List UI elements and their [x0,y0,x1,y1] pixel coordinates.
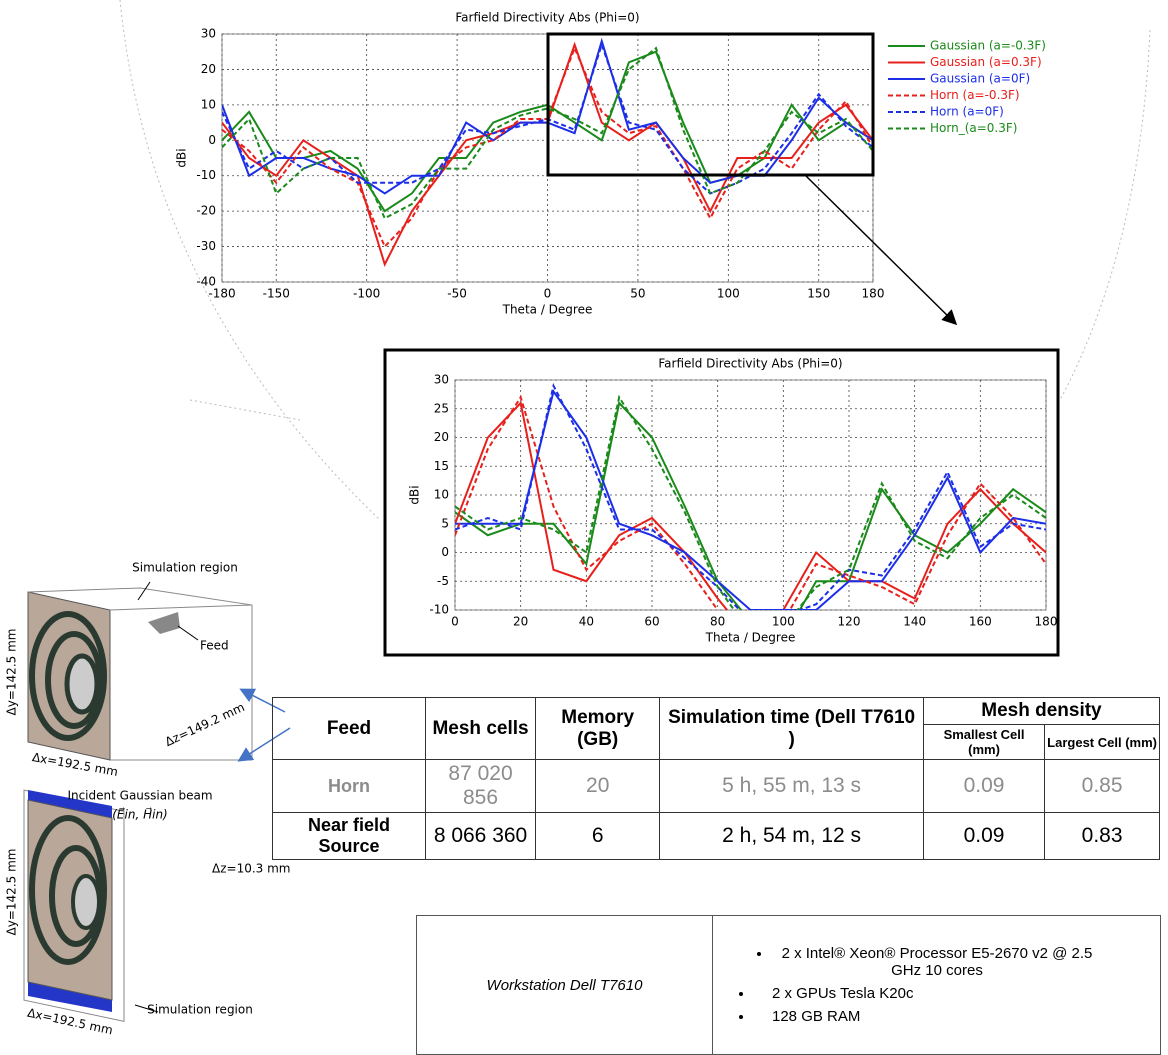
chart-title: Farfield Directivity Abs (Phi=0) [455,11,639,25]
page: -180-150-100-50050100150180-40-30-20-100… [0,0,1168,1042]
cell: Near field Source [273,813,426,860]
x-axis-label: Theta / Degree [705,631,796,645]
header: Mesh cells [426,698,536,760]
x-tick-label: 120 [838,615,861,629]
cell: Workstation Dell T7610 [417,916,713,1055]
dim-label: Δy=142.5 mm [5,629,19,716]
x-tick-label: 0 [544,287,552,301]
y-tick-label: 20 [434,430,449,444]
legend-label: Gaussian (a=0.3F) [930,55,1042,69]
cell: 6 [536,813,660,860]
x-tick-label: -50 [447,287,467,301]
cell: 8 066 360 [426,813,536,860]
x-tick-label: 50 [630,287,645,301]
x-tick-label: 180 [1035,615,1058,629]
label: Simulation region [132,561,238,575]
y-axis-label: dBi [408,485,422,504]
x-tick-label: 20 [513,615,528,629]
y-tick-label: -20 [196,204,216,218]
y-tick-label: 30 [201,27,216,41]
legend-label: Horn_(a=0.3F) [930,121,1017,135]
x-tick-label: 160 [969,615,992,629]
spec-item: 2 x GPUs Tesla K20c [754,985,1159,1002]
cell: 0.09 [923,813,1044,860]
legend-label: Gaussian (a=0F) [930,72,1030,86]
x-tick-label: 180 [862,287,885,301]
x-tick-label: 0 [451,615,459,629]
legend-label: Horn (a=-0.3F) [930,88,1020,102]
header: Feed [273,698,426,760]
y-tick-label: -10 [196,168,216,182]
cell: 87 020 856 [426,760,536,813]
cell: Horn [273,760,426,813]
cell: 0.85 [1045,760,1160,813]
y-tick-label: 20 [201,62,216,76]
y-tick-label: 5 [441,516,449,530]
x-tick-label: -180 [208,287,235,301]
cell: 20 [536,760,660,813]
x-tick-label: 150 [807,287,830,301]
x-tick-label: -150 [263,287,290,301]
x-tick-label: 100 [772,615,795,629]
y-axis-label: dBi [175,148,189,167]
spec-list: 2 x Intel® Xeon® Processor E5-2670 v2 @ … [714,945,1159,1025]
ring [73,876,99,928]
header: Largest Cell (mm) [1045,725,1160,760]
x-tick-label: 140 [903,615,926,629]
cell: 0.09 [923,760,1044,813]
workstation-table: Workstation Dell T7610 2 x Intel® Xeon® … [416,915,1161,1055]
header: Smallest Cell (mm) [923,725,1044,760]
decor-arc [1060,30,1150,400]
y-tick-label: -10 [429,603,449,617]
ring [67,656,97,712]
figure: -180-150-100-50050100150180-40-30-20-100… [0,0,1168,1042]
pointer [178,626,198,640]
header: Memory (GB) [536,698,660,760]
x-tick-label: 60 [644,615,659,629]
spec-item: 128 GB RAM [754,1008,1159,1025]
y-tick-label: -40 [196,275,216,289]
y-tick-label: -5 [437,574,449,588]
box-edge [110,605,252,610]
dim-label: Δz=10.3 mm [212,862,290,876]
horn-model: Simulation region Feed Δy=142.5 mm Δx=19… [5,561,253,779]
x-tick-label: 100 [717,287,740,301]
dim-label: Δy=142.5 mm [5,849,19,936]
chart-title: Farfield Directivity Abs (Phi=0) [658,357,842,371]
cell: 2 h, 54 m, 12 s [660,813,924,860]
gauss-model: Incident Gaussian beam (E⃗in, H⃗in) Δz=1… [5,789,291,1038]
header: Simulation time (Dell T7610 ) [660,698,924,760]
cell: 2 x Intel® Xeon® Processor E5-2670 v2 @ … [713,916,1161,1055]
header: Mesh density [923,698,1159,725]
legend-label: Horn (a=0F) [930,105,1004,119]
spec-item: 2 x Intel® Xeon® Processor E5-2670 v2 @ … [772,945,1102,979]
pointer [138,582,150,600]
x-tick-label: 40 [579,615,594,629]
x-tick-label: 80 [710,615,725,629]
y-tick-label: -30 [196,239,216,253]
feed-horn [148,612,180,634]
label: Simulation region [147,1003,253,1017]
y-tick-label: 0 [441,545,449,559]
x-axis-label: Theta / Degree [502,303,593,317]
y-tick-label: 0 [208,133,216,147]
y-tick-label: 15 [434,459,449,473]
zoom-chart: 0 20 40 60 80 100 120 140 160 180 -10 -5 0 5 10 15 20 25 3… [408,357,1058,645]
sim-table: Feed Mesh cells Memory (GB) Simulation t… [272,697,1160,860]
cell: 5 h, 55 m, 13 s [660,760,924,813]
cell: 0.83 [1045,813,1160,860]
y-tick-label: 10 [201,97,216,111]
y-tick-label: 25 [434,401,449,415]
legend-label: Gaussian (a=-0.3F) [930,39,1046,53]
label: (E⃗in, H⃗in) [112,807,167,821]
label: Incident Gaussian beam [67,789,212,803]
label: Feed [200,639,229,653]
x-tick-label: -100 [353,287,380,301]
dim-label: Δz=149.2 mm [163,700,247,749]
decor-arc [190,400,300,420]
y-tick-label: 30 [434,373,449,387]
y-tick-label: 10 [434,488,449,502]
